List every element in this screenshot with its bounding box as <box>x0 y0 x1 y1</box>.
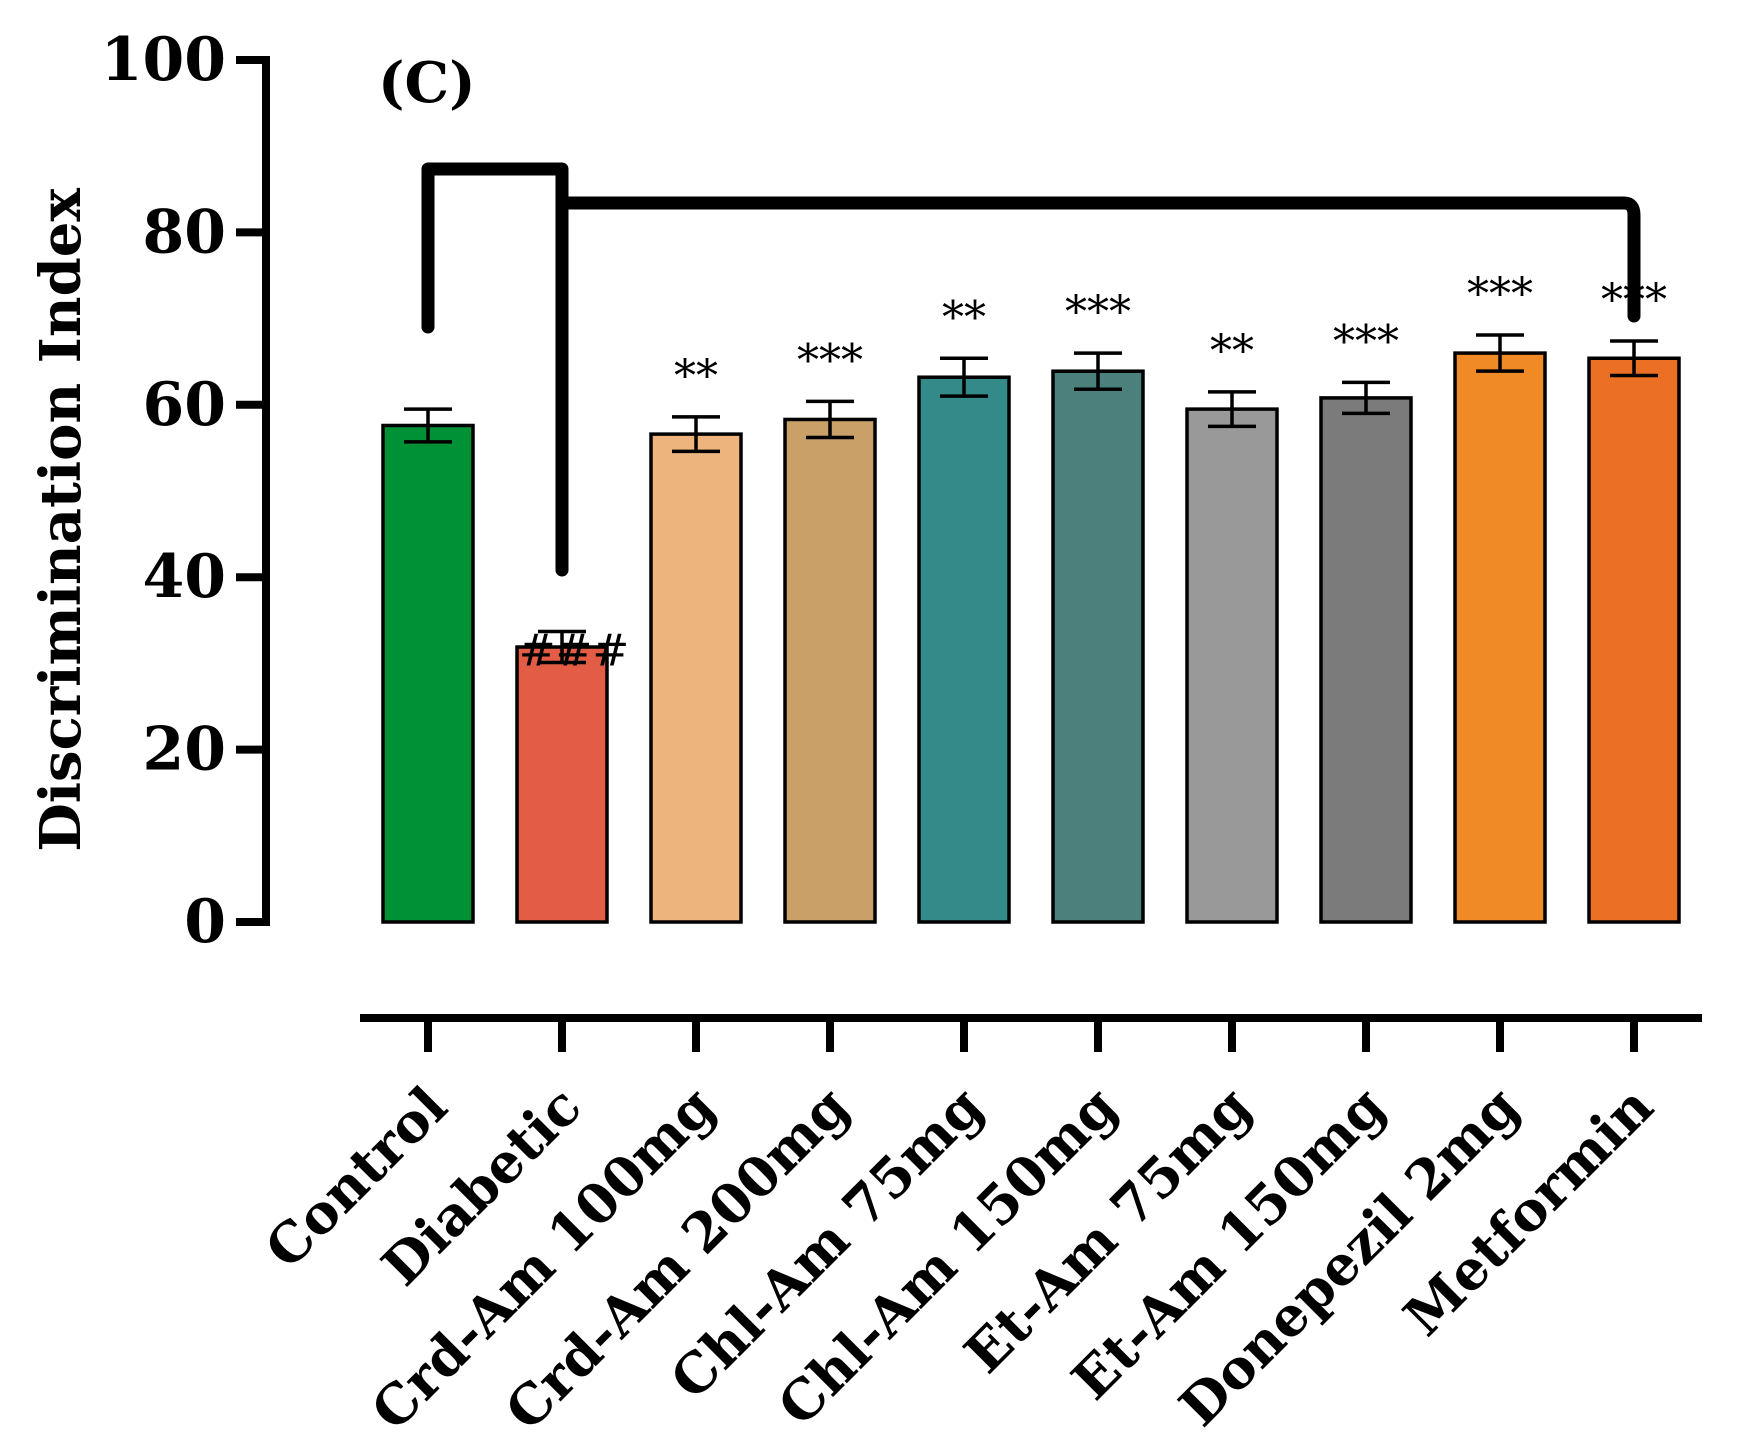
panel-label: (C) <box>378 50 476 116</box>
bar <box>1453 351 1547 924</box>
bar <box>1319 396 1413 924</box>
significance-label: *** <box>1601 275 1667 326</box>
bar <box>1185 407 1279 924</box>
bar <box>917 375 1011 924</box>
bar <box>381 423 475 924</box>
bar <box>1587 356 1681 924</box>
y-tick-label: 0 <box>184 887 226 957</box>
significance-label: *** <box>797 335 863 386</box>
bracket-control-vs-diabetic <box>421 162 569 577</box>
significance-label: ** <box>942 292 986 343</box>
y-tick-label: 100 <box>101 25 226 95</box>
significance-label: *** <box>1467 269 1533 320</box>
bar <box>649 432 743 924</box>
y-tick-label: 80 <box>143 197 227 267</box>
y-tick-label: 40 <box>143 542 227 612</box>
y-axis-label: Discrimination Index <box>28 188 94 852</box>
significance-label: ** <box>674 351 718 402</box>
significance-label: ### <box>519 626 630 677</box>
significance-label: ** <box>1210 326 1254 377</box>
bars: ###** ***** ***** ****** *** <box>381 269 1681 924</box>
significance-label: *** <box>1333 316 1399 367</box>
bar <box>783 417 877 924</box>
bracket-diabetic-vs-treatments <box>555 196 1641 323</box>
significance-brackets <box>421 162 1641 577</box>
axes: 0 20 40 60 80 100 <box>101 25 1702 1052</box>
y-tick-label: 60 <box>143 370 227 440</box>
bar <box>515 645 609 924</box>
significance-label: *** <box>1065 287 1131 338</box>
bar <box>1051 369 1145 924</box>
y-tick-label: 20 <box>143 715 227 785</box>
